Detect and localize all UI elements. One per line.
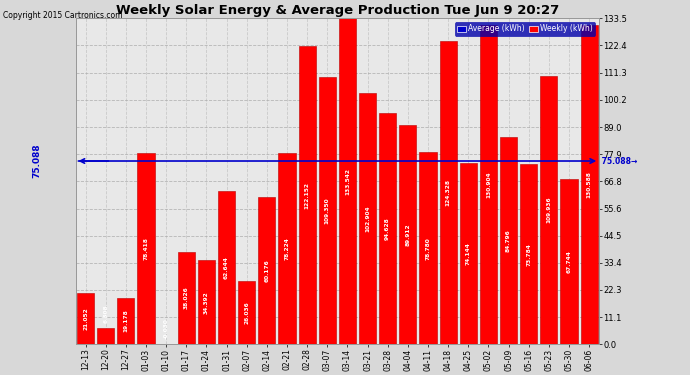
Text: 73.784: 73.784: [526, 243, 531, 266]
Text: Copyright 2015 Cartronics.com: Copyright 2015 Cartronics.com: [3, 11, 123, 20]
Bar: [460, 164, 477, 344]
Text: 102.904: 102.904: [365, 206, 370, 232]
Bar: [299, 46, 316, 344]
Text: 6.808: 6.808: [104, 304, 108, 323]
Bar: [77, 293, 94, 344]
Bar: [500, 137, 517, 344]
Text: 75.088: 75.088: [32, 144, 41, 178]
Text: 34.392: 34.392: [204, 291, 209, 314]
Text: 133.542: 133.542: [345, 168, 350, 195]
Bar: [319, 77, 336, 344]
Text: 130.904: 130.904: [486, 171, 491, 198]
Text: 122.152: 122.152: [304, 182, 310, 209]
Legend: Average (kWh), Weekly (kWh): Average (kWh), Weekly (kWh): [455, 22, 595, 36]
Text: 89.912: 89.912: [405, 223, 411, 246]
Bar: [520, 164, 538, 344]
Text: 130.588: 130.588: [586, 171, 591, 198]
Text: 75.088→: 75.088→: [599, 156, 638, 165]
Text: 19.178: 19.178: [124, 310, 128, 332]
Bar: [359, 93, 376, 344]
Bar: [279, 153, 295, 344]
Bar: [97, 328, 115, 344]
Text: 84.796: 84.796: [506, 230, 511, 252]
Bar: [580, 26, 598, 344]
Text: 26.036: 26.036: [244, 301, 249, 324]
Text: 67.744: 67.744: [566, 250, 571, 273]
Bar: [258, 197, 275, 344]
Text: 94.628: 94.628: [385, 217, 390, 240]
Bar: [420, 152, 437, 344]
Bar: [339, 18, 356, 344]
Bar: [480, 25, 497, 344]
Bar: [137, 153, 155, 344]
Bar: [238, 281, 255, 344]
Text: 60.176: 60.176: [264, 260, 269, 282]
Bar: [198, 260, 215, 344]
Text: 78.780: 78.780: [426, 237, 431, 260]
Text: 74.144: 74.144: [466, 242, 471, 265]
Text: 78.224: 78.224: [284, 237, 290, 260]
Text: 109.350: 109.350: [325, 198, 330, 224]
Text: 124.328: 124.328: [446, 179, 451, 206]
Title: Weekly Solar Energy & Average Production Tue Jun 9 20:27: Weekly Solar Energy & Average Production…: [116, 4, 559, 17]
Bar: [218, 191, 235, 344]
Text: 62.644: 62.644: [224, 256, 229, 279]
Text: 109.936: 109.936: [546, 197, 551, 223]
Text: 38.026: 38.026: [184, 286, 189, 309]
Text: 21.052: 21.052: [83, 308, 88, 330]
Bar: [440, 41, 457, 344]
Bar: [117, 298, 135, 344]
Text: -0.030: -0.030: [164, 319, 168, 339]
Bar: [400, 125, 416, 344]
Bar: [178, 252, 195, 344]
Text: 78.418: 78.418: [144, 237, 148, 260]
Bar: [560, 179, 578, 344]
Bar: [379, 113, 396, 344]
Bar: [540, 76, 558, 344]
